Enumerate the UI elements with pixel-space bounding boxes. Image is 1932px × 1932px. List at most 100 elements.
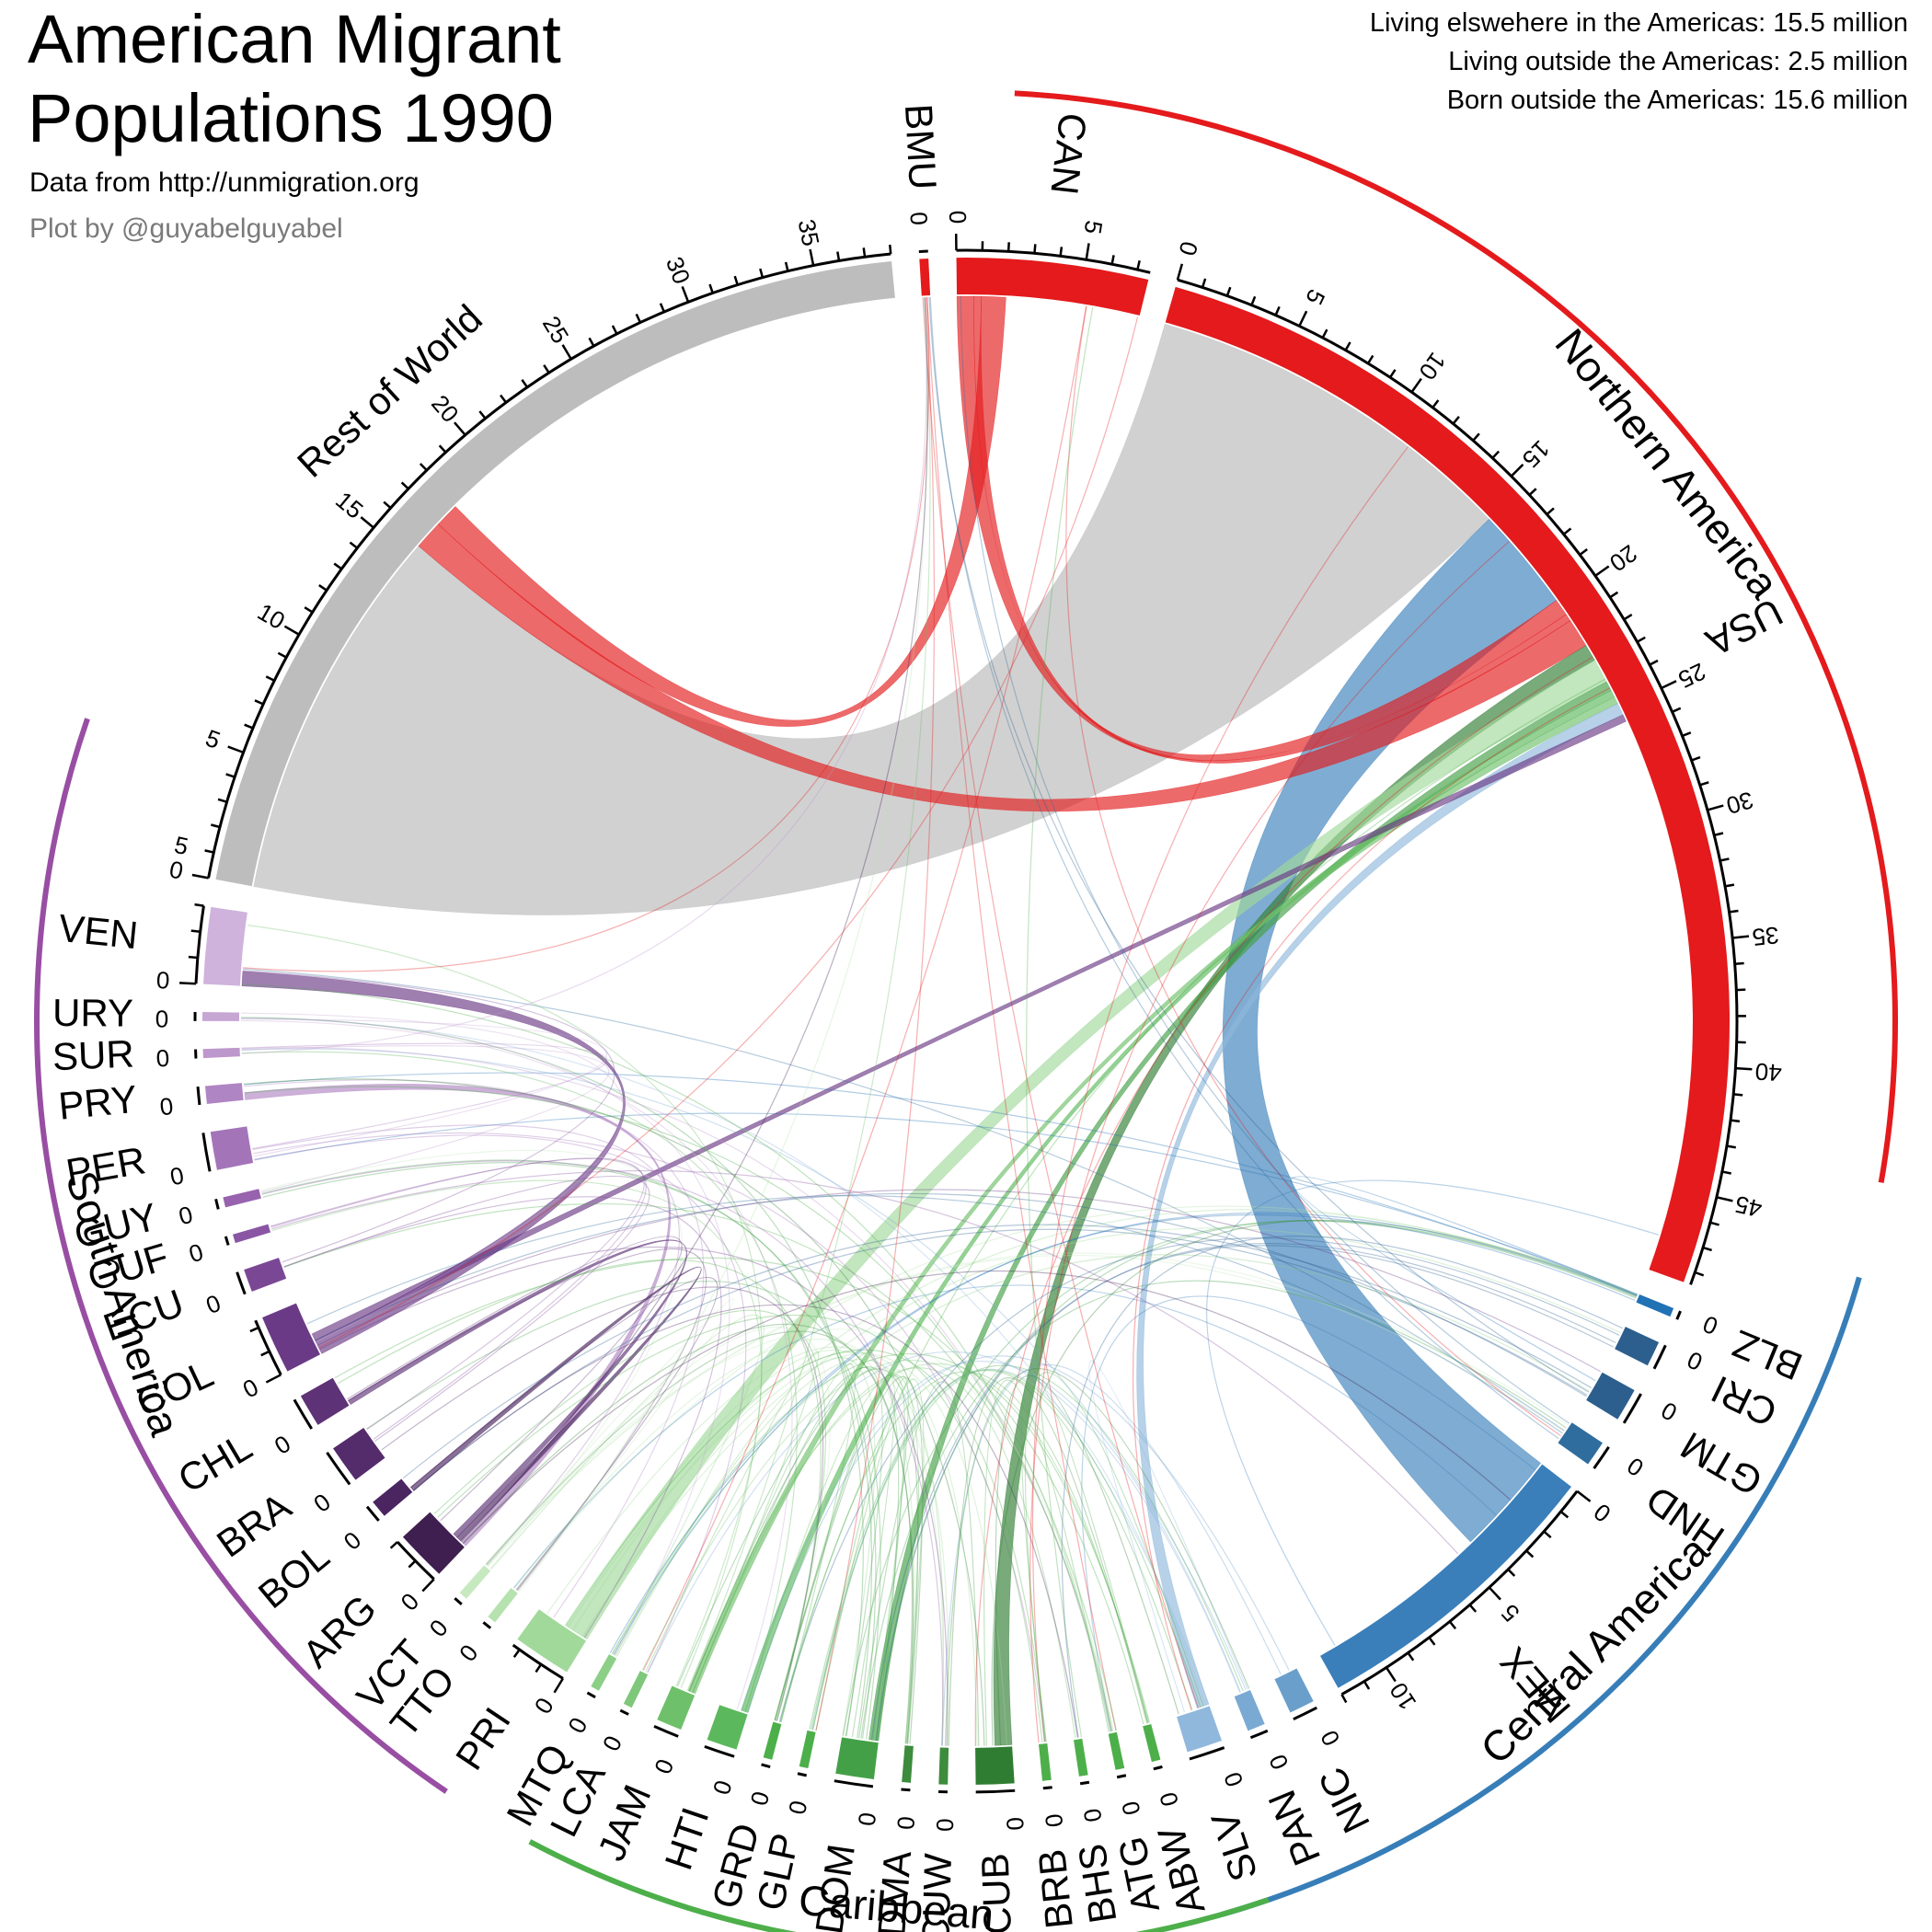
sector-mtq [591,1654,617,1691]
tick-label-arg-0: 0 [395,1587,424,1616]
sector-lca [623,1671,649,1708]
chord-minor [1020,1375,1149,1742]
tick-mex-6 [1468,1604,1478,1613]
tick-usa-11 [1432,399,1440,408]
axis-nic [1293,1706,1317,1721]
summary-line-outside: Living outside the Americas: 2.5 million [1448,47,1908,76]
tick-usa-40 [1735,1066,1753,1071]
tick-label-tto-0: 0 [454,1639,484,1667]
chord-minor [241,1047,1112,1732]
chord-minor [410,1276,719,1591]
tick-usa-18 [1562,527,1572,535]
chord-minor [486,1328,1114,1731]
chord-minor [870,1245,1615,1741]
chord-minor [689,1363,857,1723]
tick-usa-8 [1367,354,1374,364]
chord-minor [283,1196,722,1639]
chord-minor [581,1227,1621,1638]
sector-bol [373,1478,413,1516]
tick-label-usa-40: 40 [1754,1058,1783,1087]
tick-label-cri-0: 0 [1683,1346,1707,1376]
tick-rest-of-world-15 [360,516,374,529]
chord-minor [960,296,1570,1424]
chord-minor [241,1017,864,1737]
sector-vct [459,1565,491,1599]
chord-minor [241,1045,610,1193]
tick-rest-of-world-24 [543,364,550,374]
chord-minor [811,1370,1193,1731]
axis-ecu [236,1271,247,1295]
region-arc-south-america [34,718,448,1794]
chord-minor [306,1195,1563,1434]
tick-rest-of-world-1 [204,849,214,854]
chord-dom-to-usa [868,681,1612,1742]
chord-minor [253,1132,1046,1742]
label-brb: BRB [1029,1847,1081,1931]
tick-rest-of-world-26 [588,337,595,347]
tick-usa-28 [1691,755,1701,762]
tick-mex-10 [1385,1666,1397,1683]
tick-rest-of-world-3 [217,798,227,803]
sector-blz [1636,1294,1674,1317]
axis-hti [704,1744,735,1758]
label-bol: BOL [250,1534,338,1616]
chord-minor [815,1378,925,1744]
chord-minor [567,1209,1639,1627]
label-nic: NIC [1310,1761,1378,1840]
chord-minor [1024,1372,1204,1742]
tick-rest-of-world-2 [211,823,221,829]
sector-pan [1234,1690,1265,1731]
chord-minor [402,1224,1593,1479]
tick-usa-20 [1594,565,1610,577]
tick-mex-2 [1543,1530,1552,1539]
tick-usa-7 [1344,341,1351,351]
tick-rest-of-world-37 [862,247,867,258]
tick-arg-1 [408,1559,417,1569]
axis-pry [196,1087,201,1106]
tick-mex-7 [1448,1620,1457,1630]
tick-label-col-0: 0 [238,1373,263,1403]
chord-minor [485,1326,831,1721]
tick-label-bol-0: 0 [339,1526,366,1556]
chord-links [240,295,1660,1746]
chord-minor [991,1219,1638,1746]
sector-dom [835,1737,879,1779]
tick-ven-2 [190,929,201,933]
chord-minor [488,1254,1565,1567]
tick-rest-of-world-17 [400,481,409,490]
tick-label-rest-of-world-30: 30 [661,253,696,288]
tick-label-jam-0: 0 [649,1755,679,1778]
summary-line-born-outside: Born outside the Americas: 15.6 million [1446,86,1908,115]
tick-label-dom-0: 0 [853,1811,882,1827]
chord-col-to-ven [241,971,626,1354]
chord-minor [315,1192,1587,1397]
tick-pri-1 [535,1663,543,1673]
sector-arg [402,1512,465,1574]
chord-minor [270,1169,1459,1555]
chord-minor [241,983,1117,1731]
label-ven: VEN [57,906,141,957]
chord-minor [1132,687,1611,1711]
tick-rest-of-world-30 [681,286,690,303]
tick-mex-12 [1340,1694,1348,1704]
chord-hti-to-usa [741,690,1616,1713]
chord-minor [613,1213,1638,1655]
label-ury: URY [52,991,133,1035]
chord-minor [252,1124,681,1566]
chord-minor [254,1134,747,1673]
tick-label-usa-25: 25 [1674,658,1710,695]
tick-rest-of-world-0 [191,873,209,880]
chord-minor [241,1017,1210,1705]
tick-usa-13 [1472,432,1480,442]
tick-rest-of-world-36 [836,251,841,261]
tick-usa-4 [1274,305,1281,316]
tick-usa-9 [1388,369,1397,378]
tick-pri-2 [512,1649,521,1658]
sector-bmu [919,259,931,296]
tick-label-hnd-0: 0 [1622,1452,1649,1482]
chord-minor [318,316,1139,1349]
sector-cuw [938,1747,949,1785]
tick-label-mtq-0: 0 [562,1713,592,1738]
tick-label-rest-of-world-10: 10 [253,598,290,635]
chord-minor [842,1220,1637,1736]
